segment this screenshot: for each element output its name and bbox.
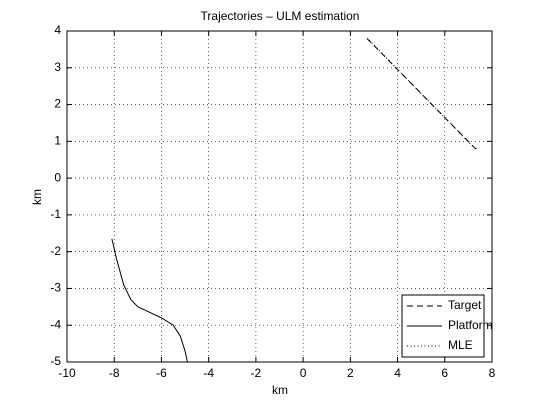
legend-label: MLE	[448, 338, 473, 352]
x-tick-label: -6	[156, 366, 167, 380]
x-tick-label: -4	[203, 366, 214, 380]
y-tick-label: 2	[54, 97, 61, 111]
x-tick-label: 8	[489, 366, 496, 380]
y-tick-label: 4	[54, 23, 61, 37]
x-tick-label: 4	[394, 366, 401, 380]
y-axis-label: km	[30, 189, 44, 205]
x-tick-label: -10	[58, 366, 76, 380]
series-line	[368, 39, 474, 148]
series-line	[366, 38, 481, 150]
y-tick-label: 1	[54, 134, 61, 148]
legend-label: Platform	[448, 318, 493, 332]
y-tick-label: -1	[50, 207, 61, 221]
x-tick-label: -8	[109, 366, 120, 380]
x-tick-label: 2	[347, 366, 354, 380]
y-tick-label: -3	[50, 281, 61, 295]
x-tick-label: -2	[251, 366, 262, 380]
x-tick-label: 6	[441, 366, 448, 380]
x-axis-label: km	[272, 383, 288, 397]
axes-box	[66, 30, 493, 363]
legend: Target Platform MLE	[401, 294, 493, 358]
chart-title: Trajectories – ULM estimation	[201, 9, 360, 23]
legend-label: Target	[448, 298, 482, 312]
y-tick-label: -4	[50, 317, 61, 331]
y-tick-label: -5	[50, 354, 61, 368]
y-tick-label: 0	[54, 170, 61, 184]
y-tick-label: 3	[54, 60, 61, 74]
series-line	[111, 238, 188, 363]
x-tick-label: 0	[300, 366, 307, 380]
y-tick-label: -2	[50, 244, 61, 258]
